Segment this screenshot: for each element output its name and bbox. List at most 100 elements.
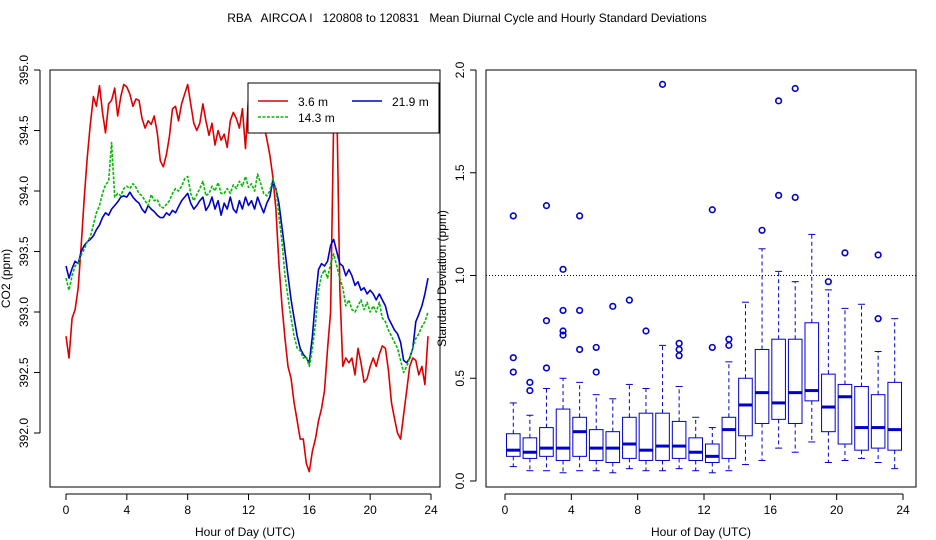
outlier-point [775,97,783,105]
iqr-box [505,433,521,457]
y-axis-label: Standard Deviation (ppm) [435,210,449,347]
y-tick-label: 395.0 [17,55,31,85]
co2-diurnal-panel: 0 4 8 12 16 20 24 Hour of Day (UTC) 392.0 392.5 39… [0,55,441,539]
outlier-point [576,345,584,354]
y-tick-label: 393.5 [17,236,31,266]
iqr-box [804,322,820,402]
y-tick-label: 394.0 [17,176,31,206]
outlier-point [824,278,832,286]
outlier-point [592,343,600,352]
box-hour [704,206,720,474]
y-tick-label: 393.0 [17,297,31,327]
box-hour [505,212,521,468]
x-tick-label: 24 [896,503,910,517]
iqr-box [704,443,720,464]
outlier-point [509,354,517,362]
legend-label: 3.6 m [298,95,328,109]
box-hour [555,265,571,474]
box-hour [622,296,637,470]
outlier-point [791,193,799,202]
outlier-point [509,368,517,376]
box-hour [539,202,554,472]
box-hour [655,80,670,472]
x-tick-label: 20 [363,503,377,517]
y-tick-label: 0.0 [453,472,467,489]
y-axis-label: CO2 (ppm) [0,249,13,308]
iqr-box [754,348,770,424]
x-tick-label: 8 [184,503,191,517]
box-hour [754,226,770,461]
outlier-point [576,306,584,315]
outlier-point [542,317,551,325]
figure-title: RBA AIRCOA I 120808 to 120831 Mean Diurn… [227,11,707,25]
outlier-point [675,339,683,347]
outlier-point [592,368,600,376]
x-tick-label: 12 [242,503,256,517]
outlier-point [775,191,783,199]
box-hour [787,84,803,453]
outlier-point [758,226,766,234]
outlier-point [542,202,551,210]
x-tick-label: 16 [303,503,317,517]
iqr-box [522,437,538,459]
y-tick-label: 1.0 [453,267,467,284]
plot-frame [485,69,917,488]
iqr-box [738,377,753,437]
x-tick-label: 4 [568,503,575,517]
box-hour [771,97,786,449]
iqr-box [771,338,786,420]
plot-frame [49,69,441,488]
outlier-point [725,335,733,343]
iqr-box [854,385,869,451]
outlier-point [675,345,683,354]
x-tick-label: 0 [63,503,70,517]
iqr-box [638,412,654,461]
box-hour [870,251,886,464]
y-tick-label: 1.5 [453,164,467,181]
y-tick-label: 394.5 [17,115,31,145]
outlier-point [526,378,534,386]
iqr-box [721,416,737,459]
legend-box [247,82,440,134]
iqr-box [870,394,886,449]
box-hour [638,327,654,472]
outlier-point [509,212,517,220]
outlier-point [642,327,650,335]
outlier-point [658,80,667,88]
y-tick-label: 392.5 [17,357,31,387]
box-hour [854,303,869,459]
x-tick-label: 8 [634,503,641,517]
box-hour [721,335,737,472]
outlier-point [559,331,567,339]
box-hour [588,343,604,472]
box-hour [804,233,820,443]
x-tick-label: 16 [764,503,778,517]
legend: 3.6 m 14.3 m 21.9 m [247,82,440,134]
box-hour [522,378,538,472]
legend-label: 21.9 m [392,95,429,109]
outlier-point [708,343,716,352]
outlier-point [559,327,567,335]
outlier-point [708,206,716,214]
outlier-point [791,84,799,93]
box-hour [738,301,753,466]
x-tick-label: 24 [424,503,438,517]
series-line-14-3-mm [65,141,429,374]
box-hour [821,278,836,464]
outlier-point [725,341,733,349]
y-tick-label: 2.0 [453,61,467,78]
iqr-box [655,412,670,461]
x-tick-label: 0 [502,503,509,517]
iqr-box [555,408,571,461]
series-line-21-9-mm [65,180,429,364]
iqr-box [887,381,903,451]
x-axis-label: Hour of Day (UTC) [651,525,751,539]
box-hour [688,416,704,472]
outlier-point [576,212,584,220]
x-tick-label: 20 [830,503,844,517]
iqr-box [539,427,554,457]
box-hour [887,318,903,470]
iqr-box [837,383,853,445]
iqr-box [688,437,704,461]
